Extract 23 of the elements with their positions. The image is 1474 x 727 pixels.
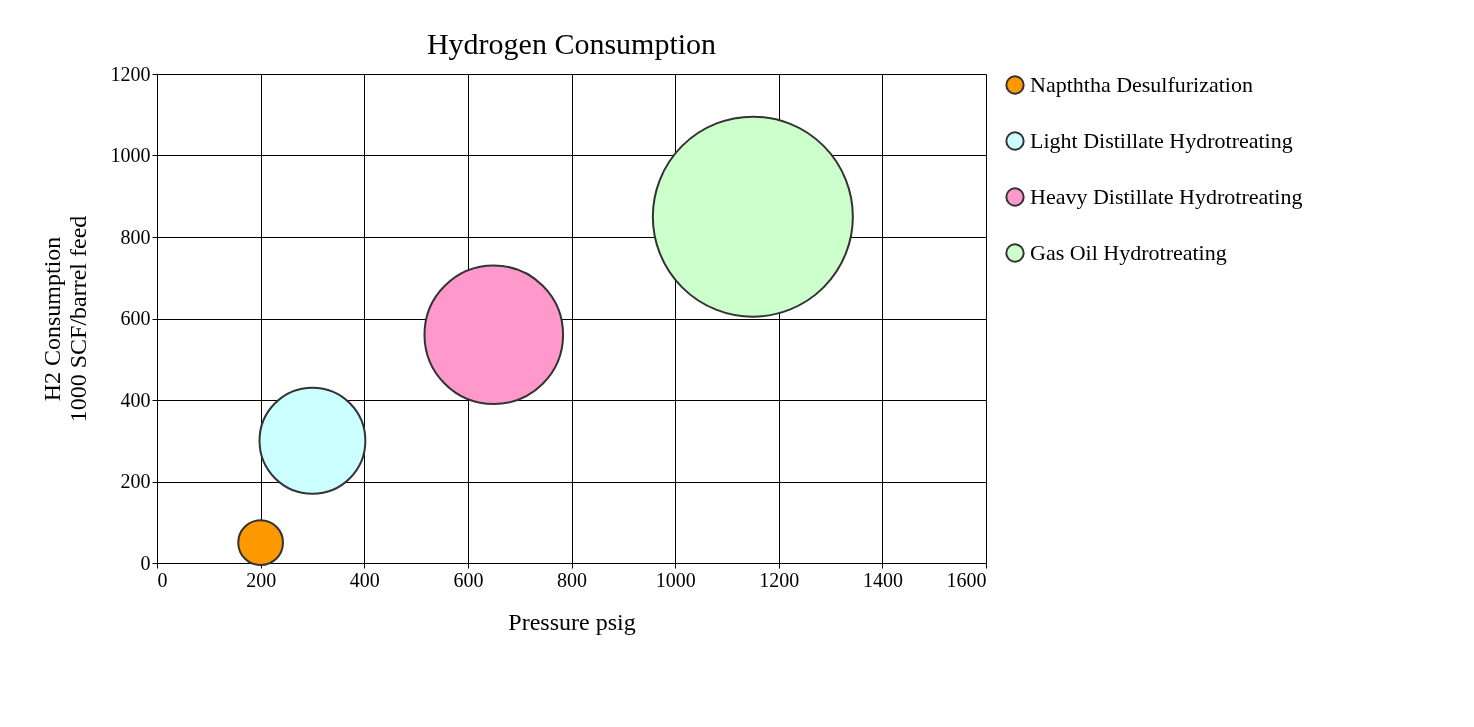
- x-tick-label: 800: [557, 568, 587, 591]
- x-tick-label: 400: [349, 568, 380, 591]
- x-tick-label: 1600: [946, 568, 987, 591]
- y-tick-label: 1200: [110, 62, 151, 85]
- chart-title: Hydrogen Consumption: [426, 27, 717, 60]
- y-tick-label: 400: [120, 388, 151, 411]
- x-axis-title: Pressure psig: [508, 608, 636, 635]
- y-tick-label: 600: [120, 307, 151, 329]
- x-tick-label: 600: [453, 568, 484, 591]
- legend-label: Gas Oil Hydrotreating: [1030, 240, 1227, 265]
- x-tick-label: 1000: [655, 568, 696, 591]
- x-tick-label: 0: [157, 568, 168, 591]
- x-tick-label: 1400: [862, 568, 903, 591]
- legend-label: Heavy Distillate Hydrotreating: [1030, 184, 1303, 209]
- x-tick-label: 200: [246, 568, 277, 591]
- legend-label: Napththa Desulfurization: [1030, 72, 1253, 97]
- y-tick-label: 800: [120, 225, 151, 248]
- x-tick-label: 1200: [759, 568, 800, 591]
- legend-label: Light Distillate Hydrotreating: [1030, 128, 1293, 153]
- y-tick-label: 1000: [110, 144, 151, 166]
- y-tick-label: 200: [120, 470, 151, 492]
- y-tick-label: 0: [140, 551, 151, 574]
- y-axis-title: H2 Consumption 1000 SCF/barrel feed: [38, 215, 91, 423]
